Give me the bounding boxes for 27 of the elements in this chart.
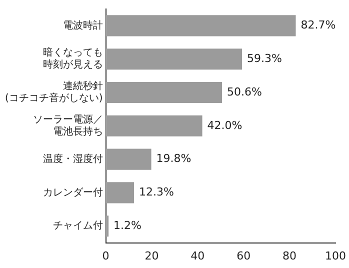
x-tick-label: 100 xyxy=(325,249,346,262)
data-label: 42.0% xyxy=(207,118,242,132)
data-label: 12.3% xyxy=(139,186,174,199)
y-tick-label: チャイム付 xyxy=(52,220,103,232)
y-tick-label: カレンダー付 xyxy=(42,186,103,198)
x-tick-label: 40 xyxy=(190,249,205,262)
data-label: 1.2% xyxy=(114,218,142,232)
x-tick-label: 20 xyxy=(144,249,159,262)
y-tick-label: 暗くなっても時刻が見える xyxy=(42,46,103,71)
bar xyxy=(106,115,202,136)
y-tick-label: 温度・湿度付 xyxy=(42,152,103,165)
x-tick-label: 60 xyxy=(236,249,251,262)
y-tick-label: 連続秒針 (コチコチ音がしない) xyxy=(4,80,103,104)
x-tick-label: 0 xyxy=(102,249,110,262)
bar xyxy=(106,148,152,170)
bar xyxy=(106,48,242,70)
bar xyxy=(106,82,222,104)
data-label: 50.6% xyxy=(227,85,262,98)
y-tick-label: 電波時計 xyxy=(62,19,103,32)
y-tick-label: ソーラー電源／電池長持ち xyxy=(32,113,103,138)
data-label: 82.7% xyxy=(300,18,336,32)
bar xyxy=(106,15,296,36)
x-tick-label: 80 xyxy=(282,249,297,262)
data-label: 59.3% xyxy=(247,52,282,65)
bar xyxy=(106,182,134,204)
data-label: 19.8% xyxy=(156,152,192,166)
bar xyxy=(106,216,109,237)
